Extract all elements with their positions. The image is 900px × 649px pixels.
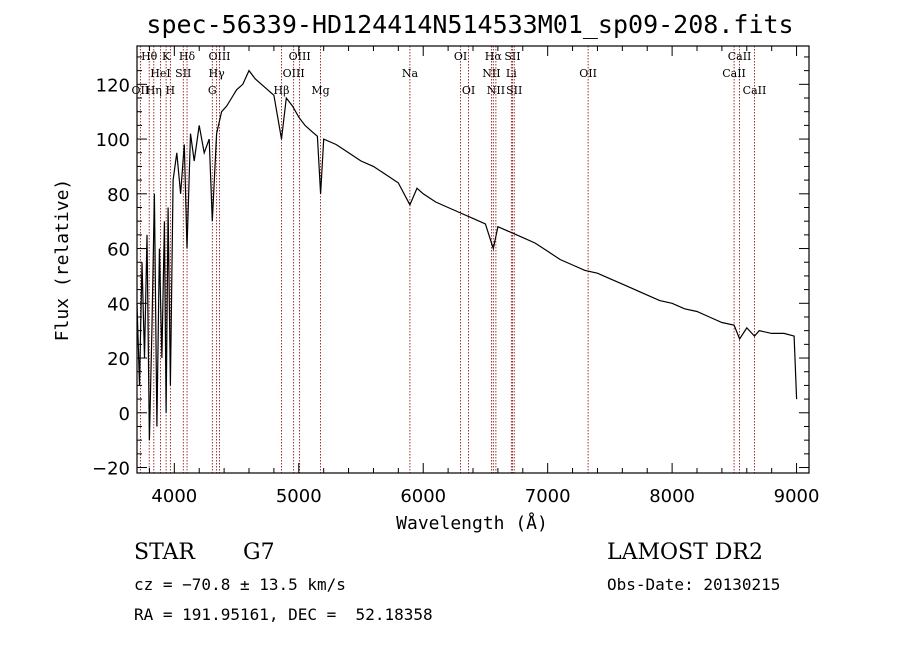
spectral-line-label: Hθ — [141, 50, 158, 63]
spectral-line-label: Mg — [311, 84, 329, 97]
spectral-line-label: H — [166, 84, 176, 97]
y-tick-label: 0 — [119, 404, 130, 425]
spectral-line-label: SII — [175, 67, 191, 80]
spectral-line-label: Hα — [485, 50, 503, 63]
spectral-line-label: NII — [487, 84, 505, 97]
x-tick-label: 4000 — [151, 486, 197, 507]
y-tick-label: 60 — [107, 240, 130, 261]
x-tick-label: 9000 — [774, 486, 820, 507]
x-tick-label: 6000 — [400, 486, 446, 507]
spectrum-chart: spec-56339-HD124414N514533M01_sp09-208.f… — [52, 10, 820, 534]
object-subclass: G7 — [243, 540, 275, 565]
spectral-line-label: CaII — [728, 50, 752, 63]
y-tick-label: 40 — [107, 294, 130, 315]
x-tick-label: 5000 — [276, 486, 322, 507]
spectral-line-label: Hδ — [179, 50, 196, 63]
coordinates-text: RA = 191.95161, DEC = 52.18358 — [134, 605, 433, 624]
spectral-line-label: OII — [579, 67, 597, 80]
spectral-line-label: CaII — [722, 67, 746, 80]
spectral-line-label: OI — [454, 50, 467, 63]
redshift-text: cz = −70.8 ± 13.5 km/s — [134, 575, 346, 594]
y-tick-label: 120 — [96, 75, 130, 96]
spectral-line-label: NII — [482, 67, 500, 80]
spectral-line-label: OIII — [289, 50, 311, 63]
x-tick-label: 8000 — [649, 486, 695, 507]
x-axis-label: Wavelength (Å) — [396, 512, 548, 534]
spectrum-line — [136, 69, 798, 441]
y-tick-label: 20 — [107, 349, 130, 370]
y-tick-label: −20 — [92, 459, 130, 480]
spectral-line-label: Li — [506, 67, 517, 80]
spectral-line-label: HeI — [150, 67, 170, 80]
spectral-line-label: SII — [504, 50, 520, 63]
spectral-line-label: Hβ — [274, 84, 290, 97]
y-axis-ticks: −20 0 20 40 60 80 100 120 — [92, 56, 809, 480]
spectral-line-label: CaII — [743, 84, 767, 97]
object-type: STAR — [134, 540, 195, 565]
spectral-line-label: OII — [132, 84, 150, 97]
spectral-line-label: G — [208, 84, 217, 97]
plot-frame — [136, 45, 810, 474]
y-tick-label: 100 — [96, 130, 130, 151]
y-tick-label: 80 — [107, 185, 130, 206]
spectral-line-label: OI — [462, 84, 475, 97]
spectral-line-label: OIII — [283, 67, 305, 80]
y-axis-label: Flux (relative) — [52, 179, 73, 342]
spectral-line-label: K — [162, 50, 171, 63]
spectral-line-markers — [139, 46, 755, 473]
obs-date-text: Obs-Date: 20130215 — [607, 575, 781, 594]
chart-title: spec-56339-HD124414N514533M01_sp09-208.f… — [146, 10, 793, 39]
x-tick-label: 7000 — [525, 486, 571, 507]
spectral-line-label: Hη — [146, 84, 162, 97]
spectral-line-label: SII — [506, 84, 522, 97]
spectral-line-label: Hγ — [209, 67, 226, 80]
x-axis-ticks: 4000 5000 6000 7000 8000 9000 — [148, 46, 820, 507]
spectral-line-label: OIII — [208, 50, 230, 63]
survey-name: LAMOST DR2 — [607, 540, 763, 565]
spectral-line-label: Na — [402, 67, 419, 80]
